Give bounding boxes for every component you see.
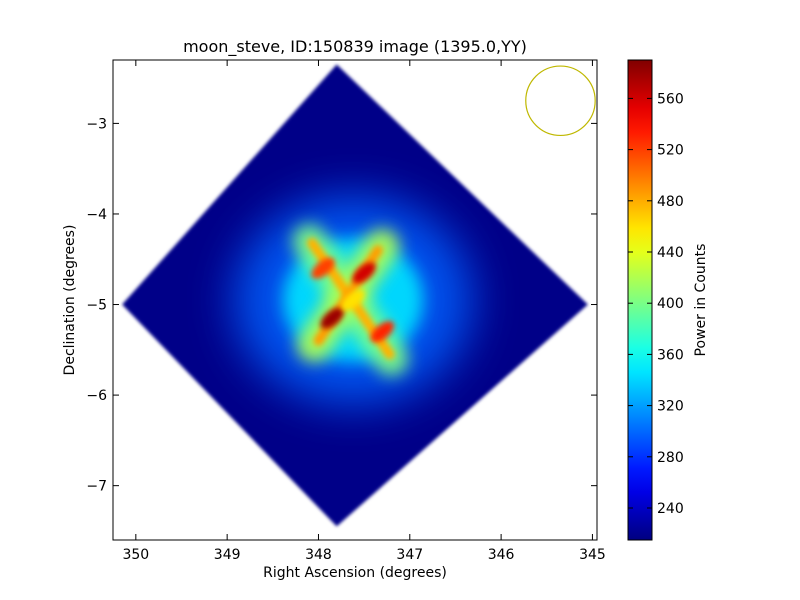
colorbar-tick-label: 400 [657, 296, 684, 312]
colorbar-tick-label: 280 [657, 450, 684, 466]
colorbar-tick-label: 360 [657, 347, 684, 363]
colorbar-tick-label: 520 [657, 143, 684, 159]
y-tick-label: −5 [86, 298, 107, 314]
colorbar-tick-label: 440 [657, 245, 684, 261]
x-tick-label: 346 [488, 547, 515, 563]
y-tick-label: −3 [86, 116, 107, 132]
x-axis-ticks: 350 349 348 347 346 345 [122, 60, 606, 563]
colorbar-gradient [628, 60, 652, 540]
colorbar-tick-label: 240 [657, 501, 684, 517]
x-tick-label: 345 [579, 547, 606, 563]
emission-features [233, 195, 474, 405]
x-tick-label: 348 [305, 547, 332, 563]
plot-area: 350 349 348 347 346 345 −3 −4 −5 −6 −7 [86, 59, 606, 563]
y-axis-ticks: −3 −4 −5 −6 −7 [86, 116, 597, 495]
hotspot-diag1-upper-left [311, 257, 335, 279]
heatmap-image [122, 64, 596, 527]
hotspot-center [341, 289, 365, 311]
colorbar: 240 280 320 360 400 440 480 520 560 Power in Cou… [627, 59, 709, 541]
hotspot-diag2-lower-left [320, 307, 344, 329]
x-axis-label: Right Ascension (degrees) [263, 565, 447, 581]
y-axis-label: Declination (degrees) [62, 225, 78, 376]
y-tick-label: −6 [86, 388, 107, 404]
colorbar-tick-label: 320 [657, 399, 684, 415]
x-tick-label: 350 [122, 547, 149, 563]
hotspot-diag2-upper-right [352, 262, 376, 284]
x-tick-label: 347 [396, 547, 423, 563]
plot-frame [112, 59, 598, 541]
beam-circle [525, 65, 596, 137]
y-tick-label: −4 [86, 207, 107, 223]
hotspot-diag1-lower-right [370, 321, 395, 343]
colorbar-tick-label: 480 [657, 194, 684, 210]
x-tick-label: 349 [214, 547, 241, 563]
colorbar-label: Power in Counts [693, 244, 709, 357]
y-tick-label: −7 [86, 479, 107, 495]
colorbar-ticks: 240 280 320 360 400 440 480 520 560 [628, 91, 684, 517]
chart-title: moon_steve, ID:150839 image (1395.0,YY) [183, 37, 527, 57]
colorbar-frame [627, 59, 653, 541]
colorbar-tick-label: 560 [657, 91, 684, 107]
